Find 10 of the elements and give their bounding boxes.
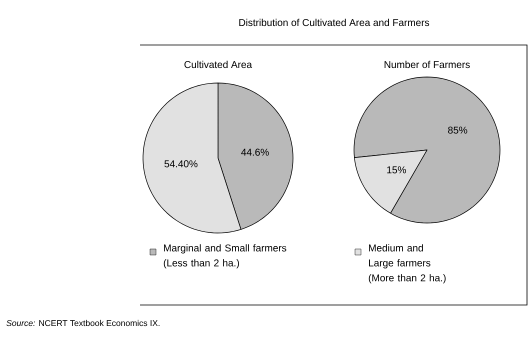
chart-title: Distribution of Cultivated Area and Farmers (239, 18, 430, 26)
text: Source: NCERT Textbook Economics IX. (6, 320, 160, 326)
data-label: 54.40% (164, 160, 198, 168)
chart-subtitle: Cultivated Area (184, 60, 252, 68)
data-label: 15% (387, 166, 406, 174)
chart-subtitle: Number of Farmers (384, 60, 470, 68)
legend-label: Marginal and Small farmers (Less than 2 ha.) (164, 244, 286, 268)
legend-label: Medium and Large farmers (More than 2 ha.) (368, 244, 446, 284)
data-label: 44.6% (241, 148, 269, 156)
data-label: 85% (448, 126, 468, 134)
